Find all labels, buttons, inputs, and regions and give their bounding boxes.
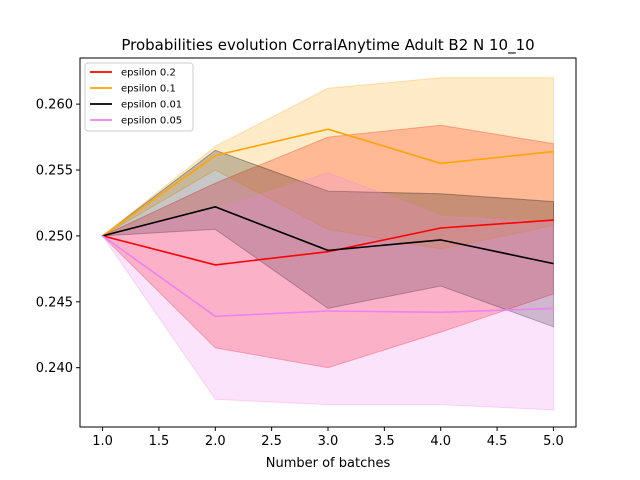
x-tick-label: 2.0 (205, 434, 226, 449)
x-tick-label: 4.5 (487, 434, 508, 449)
band-series-2 (100, 149, 554, 328)
x-tick-label: 3.5 (374, 434, 395, 449)
y-axis-ticks: 0.240 0.245 0.250 0.255 0.260 (36, 98, 80, 376)
x-tick-label: 5.0 (543, 434, 564, 449)
legend: epsilon 0.2 epsilon 0.1 epsilon 0.01 epsilo… (84, 62, 194, 132)
y-tick-label: 0.240 (36, 361, 73, 376)
line-series-3 (102, 235, 554, 318)
x-axis-label: Number of batches (266, 456, 391, 471)
confidence-bands (100, 77, 554, 411)
chart-title: Probabilities evolution CorralAnytime Ad… (121, 36, 534, 55)
line-series-0 (102, 219, 554, 266)
y-tick-label: 0.260 (36, 98, 73, 113)
y-tick-label: 0.245 (36, 295, 73, 310)
x-tick-label: 1.5 (149, 434, 170, 449)
x-tick-label: 3.0 (318, 434, 339, 449)
band-series-0 (101, 124, 554, 369)
legend-label-1: epsilon 0.1 (121, 84, 176, 95)
legend-box (84, 62, 194, 132)
x-axis-ticks: 1.0 1.5 2.0 2.5 3.0 3.5 4.0 4.5 5.0 (92, 427, 564, 449)
line-series-1 (102, 128, 554, 237)
y-tick-label: 0.255 (36, 164, 73, 179)
x-tick-label: 2.5 (261, 434, 282, 449)
legend-label-0: epsilon 0.2 (121, 68, 176, 79)
series-lines (102, 128, 554, 318)
y-tick-label: 0.250 (36, 229, 73, 244)
band-series-3 (101, 172, 554, 411)
legend-label-2: epsilon 0.01 (121, 100, 182, 111)
x-tick-label: 4.0 (430, 434, 451, 449)
legend-label-3: epsilon 0.05 (121, 116, 182, 127)
x-tick-label: 1.0 (92, 434, 113, 449)
line-series-2 (102, 206, 554, 265)
